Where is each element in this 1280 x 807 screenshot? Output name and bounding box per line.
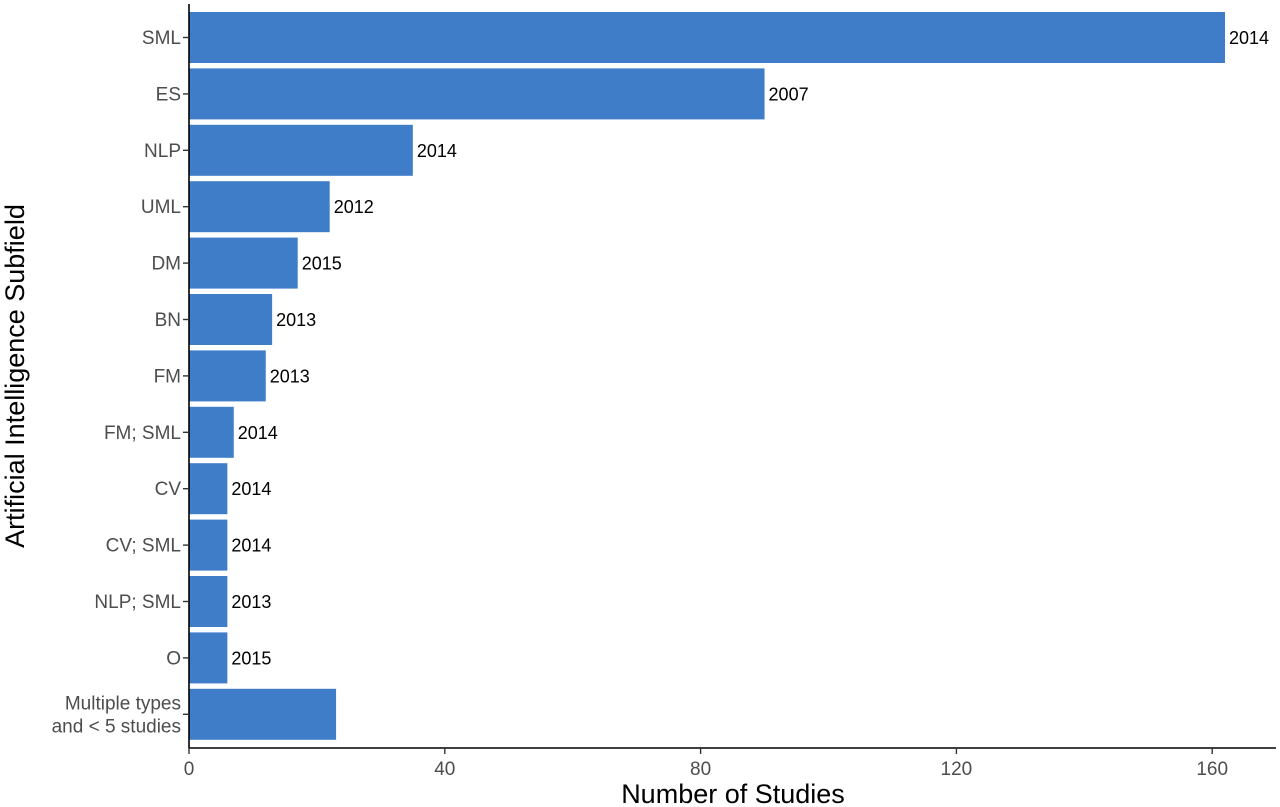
x-axis-ticks: 0 40 80 120 160 xyxy=(184,748,1228,780)
y-axis-title: Artificial Intelligence Subfield xyxy=(0,204,30,548)
x-tick-label: 40 xyxy=(434,759,455,780)
y-tick-label: SML xyxy=(142,28,181,49)
y-tick-label: DM xyxy=(151,254,181,275)
x-axis-title: Number of Studies xyxy=(621,779,845,807)
y-tick-label: Multiple types and < 5 studies xyxy=(52,693,181,737)
y-tick-label: FM; SML xyxy=(104,423,181,444)
y-tick-label: NLP; SML xyxy=(94,592,181,613)
bar xyxy=(189,12,1225,63)
x-tick-label: 0 xyxy=(184,759,195,780)
bar-value-label: 2014 xyxy=(231,536,271,556)
x-tick-label: 160 xyxy=(1196,759,1228,780)
bar-value-label: 2015 xyxy=(231,648,271,668)
bar xyxy=(189,406,234,458)
bar-value-label: 2013 xyxy=(231,592,271,612)
bar-labels: 2014 2007 2014 2012 2015 2013 2013 2014 2014 2014… xyxy=(231,28,1269,668)
y-tick-label: BN xyxy=(155,310,181,331)
bar-value-label: 2014 xyxy=(238,423,278,443)
bar-value-label: 2014 xyxy=(231,479,271,499)
y-tick-label: CV xyxy=(155,479,182,500)
y-tick-label: UML xyxy=(141,197,181,218)
bar xyxy=(189,68,765,120)
bar xyxy=(189,237,298,289)
y-tick-label: ES xyxy=(156,84,181,105)
bars xyxy=(189,12,1225,740)
bar xyxy=(189,463,228,515)
bar-value-label: 2007 xyxy=(769,84,809,104)
bar xyxy=(189,576,228,627)
y-axis-ticks: SML ES NLP UML DM BN FM FM; SML CV CV; SML NLP; SM… xyxy=(52,28,189,737)
bar xyxy=(189,350,266,402)
bar-value-label: 2014 xyxy=(1229,28,1269,48)
bar-value-label: 2013 xyxy=(270,366,310,386)
y-tick-label: CV; SML xyxy=(106,536,181,557)
x-tick-label: 80 xyxy=(690,759,711,780)
bar xyxy=(189,181,330,233)
bar-value-label: 2013 xyxy=(276,310,316,330)
bar xyxy=(189,294,273,345)
bar xyxy=(189,124,413,176)
bar xyxy=(189,632,228,684)
y-tick-label: FM xyxy=(154,366,181,387)
bar-value-label: 2015 xyxy=(302,254,342,274)
x-tick-label: 120 xyxy=(941,759,973,780)
bar-value-label: 2012 xyxy=(334,197,374,217)
y-tick-label: NLP xyxy=(144,141,181,162)
bar xyxy=(189,688,337,740)
bar xyxy=(189,519,228,571)
bar-value-label: 2014 xyxy=(417,141,457,161)
y-tick-label: O xyxy=(166,648,181,669)
